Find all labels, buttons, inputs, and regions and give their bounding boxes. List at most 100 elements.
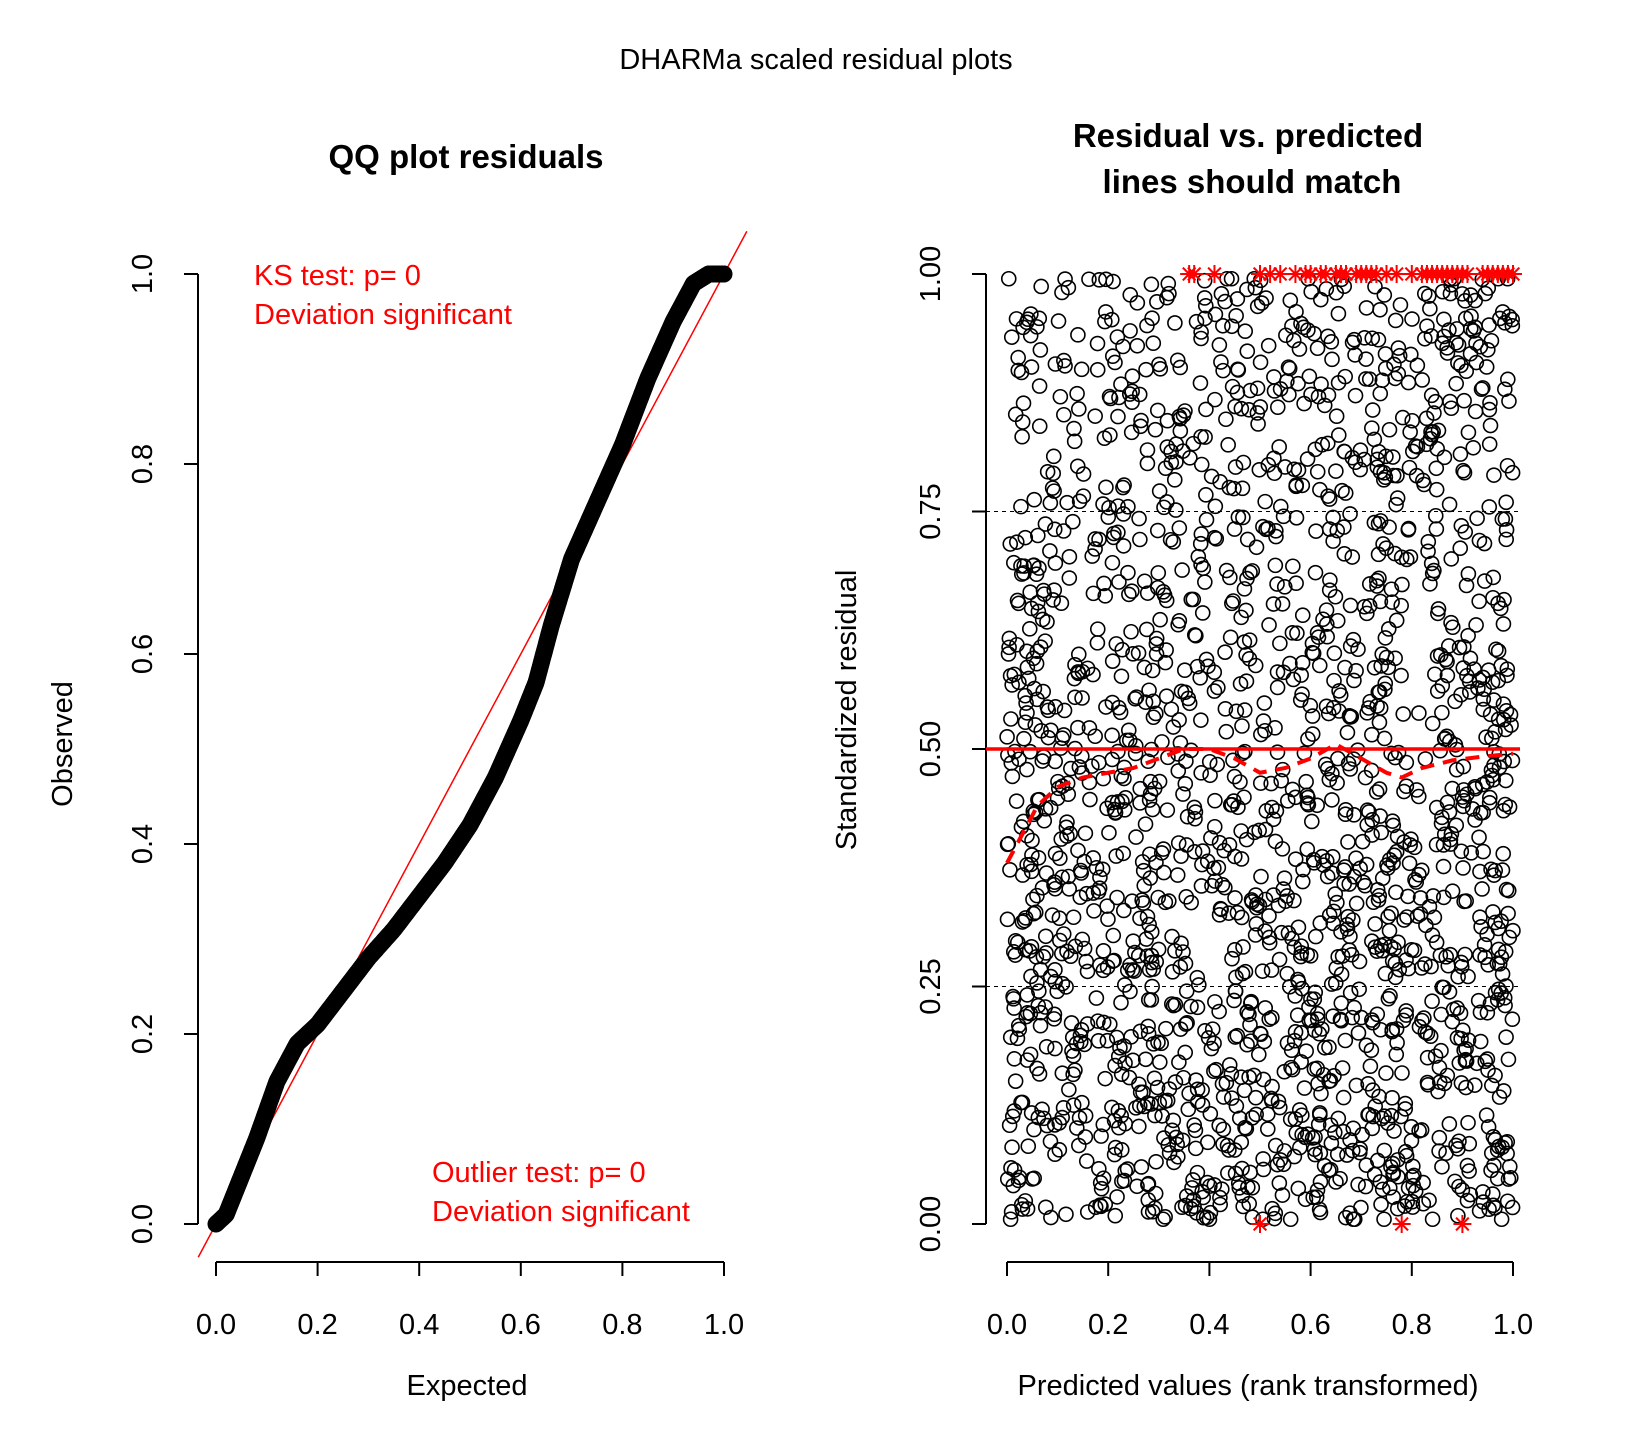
rp-point xyxy=(1401,459,1418,476)
rp-point xyxy=(1414,1012,1430,1029)
rp-point xyxy=(1242,564,1258,581)
rp-point xyxy=(1110,498,1126,514)
rp-point xyxy=(1233,851,1250,867)
rp-point xyxy=(1322,1117,1339,1133)
rp-point xyxy=(1364,812,1380,828)
rp-point xyxy=(1387,650,1403,667)
rp-point xyxy=(1207,994,1223,1010)
rp-y-tick-label: 0.25 xyxy=(915,958,947,1014)
rp-point xyxy=(1091,272,1108,288)
rp-point xyxy=(1294,686,1310,702)
rp-point xyxy=(1448,817,1465,834)
rp-point xyxy=(1148,954,1165,970)
rp-point xyxy=(1364,402,1381,418)
rp-point xyxy=(1411,866,1427,883)
rp-point xyxy=(1224,595,1240,612)
rp-point xyxy=(1008,793,1025,809)
rp-point xyxy=(1325,1008,1341,1024)
rp-point xyxy=(1227,398,1243,415)
rp-point xyxy=(1364,726,1380,743)
rp-point xyxy=(1163,443,1179,460)
rp-point xyxy=(1342,709,1358,725)
rp-point xyxy=(1070,842,1086,859)
rp-point xyxy=(1225,593,1242,609)
rp-point xyxy=(1241,1006,1257,1023)
rp-point xyxy=(1303,283,1320,300)
rp-point xyxy=(1165,719,1182,735)
rp-point xyxy=(1202,1204,1219,1221)
rp-point xyxy=(1372,513,1389,529)
rp-point xyxy=(1063,1015,1080,1031)
rp-grid-lines xyxy=(986,511,1520,987)
rp-point xyxy=(1296,395,1312,412)
rp-point xyxy=(1479,926,1495,943)
rp-point xyxy=(1220,437,1236,453)
rp-point xyxy=(1288,478,1304,495)
rp-point xyxy=(1160,275,1177,292)
rp-point xyxy=(1043,1209,1059,1226)
rp-point xyxy=(1101,499,1117,516)
rp-point xyxy=(1293,667,1309,683)
rp-point xyxy=(1258,803,1275,819)
rp-point xyxy=(1185,435,1202,452)
rp-point xyxy=(1497,381,1513,398)
rp-point xyxy=(1031,418,1048,435)
rp-point xyxy=(1157,654,1174,671)
rp-point xyxy=(1072,1027,1089,1044)
rp-point xyxy=(1143,276,1160,293)
rp-point xyxy=(1001,630,1018,647)
rp-point xyxy=(1369,451,1386,468)
rp-point xyxy=(1001,1117,1018,1134)
rp-point xyxy=(1170,616,1186,633)
rp-point xyxy=(1089,621,1106,637)
rp-point xyxy=(1242,382,1259,399)
rp-point xyxy=(1095,770,1112,787)
rp-point xyxy=(1315,857,1332,873)
rp-point xyxy=(1238,831,1255,848)
qq-plot-panel: QQ plot residuals 0.0 0.2 0.4 0.6 0.8 1.00.00… xyxy=(47,138,748,1402)
rp-point xyxy=(1378,1065,1394,1081)
rp-point xyxy=(1110,408,1126,425)
rp-point xyxy=(1280,793,1296,809)
rp-point xyxy=(1241,650,1258,667)
rp-point xyxy=(1419,1049,1436,1066)
rp-point xyxy=(1066,433,1083,450)
rp-point xyxy=(1211,1117,1228,1134)
rp-point xyxy=(1186,627,1203,643)
rp-title-line-1: Residual vs. predicted xyxy=(1073,117,1423,154)
rp-point xyxy=(1227,890,1243,906)
rp-point xyxy=(1364,1012,1380,1028)
rp-point xyxy=(1124,962,1141,978)
rp-point xyxy=(1321,1039,1337,1056)
rp-point xyxy=(1348,895,1365,912)
rp-point xyxy=(1451,1055,1468,1071)
rp-point xyxy=(1402,549,1419,565)
rp-outlier-marker xyxy=(1251,265,1269,283)
rp-point xyxy=(1021,943,1038,959)
rp-point xyxy=(1272,1152,1289,1168)
rp-point xyxy=(1186,1117,1203,1133)
rp-point xyxy=(1498,978,1514,994)
rp-point xyxy=(1380,990,1397,1007)
rp-point xyxy=(1455,462,1471,479)
rp-point xyxy=(1457,293,1473,309)
rp-point xyxy=(1424,1211,1441,1228)
rp-point xyxy=(1415,1195,1432,1212)
rp-point xyxy=(1450,1207,1466,1224)
rp-point xyxy=(1171,520,1188,536)
rp-point xyxy=(1215,1089,1232,1105)
rp-point xyxy=(1403,831,1419,848)
rp-point xyxy=(1004,1108,1021,1125)
rp-point xyxy=(1404,1193,1421,1210)
rp-point xyxy=(1206,1177,1223,1193)
rp-point xyxy=(1390,340,1407,356)
rp-point xyxy=(1101,824,1117,841)
rp-point xyxy=(1443,826,1460,842)
rp-point xyxy=(1197,429,1213,445)
rp-point xyxy=(1431,1129,1448,1146)
rp-point xyxy=(1172,359,1189,376)
rp-point xyxy=(1280,925,1297,941)
rp-point xyxy=(1376,287,1393,303)
rp-point xyxy=(1031,310,1048,327)
rp-point xyxy=(1457,1053,1474,1069)
